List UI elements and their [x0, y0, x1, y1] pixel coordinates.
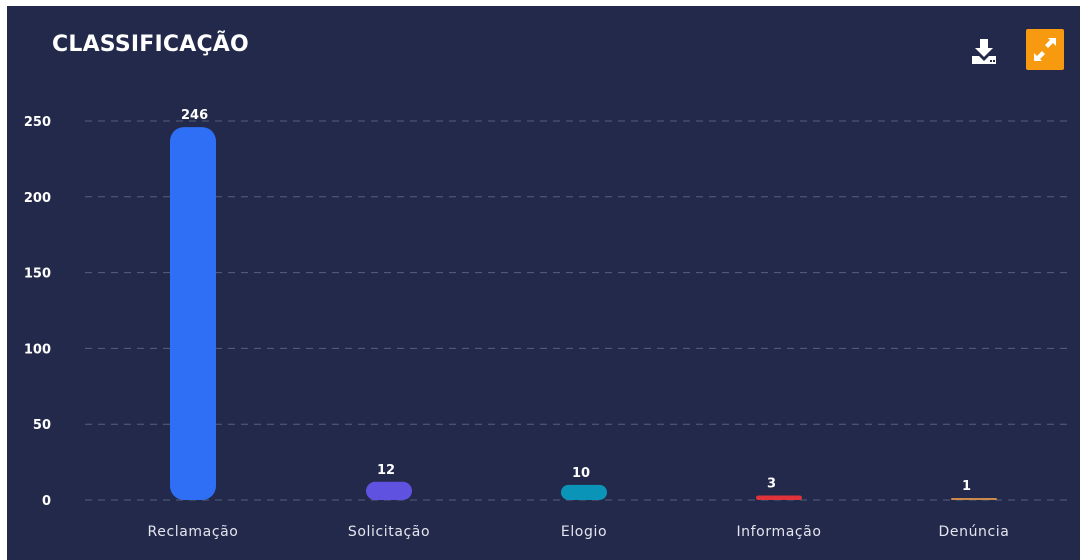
x-category-label: Reclamação — [148, 524, 239, 540]
bar-informacao[interactable] — [756, 495, 802, 500]
data-label: 1 — [962, 479, 971, 494]
expand-button[interactable] — [1026, 29, 1064, 70]
data-label: 12 — [377, 463, 395, 478]
y-tick-label: 0 — [42, 494, 51, 509]
bar-reclamacao[interactable] — [170, 127, 216, 501]
x-category-label: Elogio — [561, 524, 607, 540]
y-tick-label: 150 — [24, 267, 51, 282]
panel-title: CLASSIFICAÇÃO — [52, 32, 249, 57]
data-label: 246 — [181, 108, 208, 123]
x-category-label: Informação — [736, 524, 821, 540]
expand-icon — [1034, 38, 1056, 61]
bar-denuncia[interactable] — [951, 498, 997, 500]
bar-elogio[interactable] — [561, 484, 607, 500]
bar-chart: 0 50 100 150 200 250 246 Reclamação 12 Solicitaçã… — [24, 108, 1072, 540]
data-label: 3 — [767, 476, 776, 491]
y-tick-label: 250 — [24, 115, 51, 130]
y-tick-label: 200 — [24, 191, 51, 206]
x-category-label: Solicitação — [348, 524, 430, 540]
data-label: 10 — [572, 466, 590, 481]
bar-solicitacao[interactable] — [366, 481, 412, 500]
y-tick-label: 100 — [24, 342, 51, 357]
download-icon — [972, 39, 996, 64]
x-category-label: Denúncia — [939, 524, 1010, 540]
download-button[interactable] — [967, 34, 1001, 68]
y-tick-label: 50 — [33, 418, 51, 433]
chart-panel: CLASSIFICAÇÃO 0 50 100 150 200 250 246 Reclamaç… — [7, 6, 1080, 560]
